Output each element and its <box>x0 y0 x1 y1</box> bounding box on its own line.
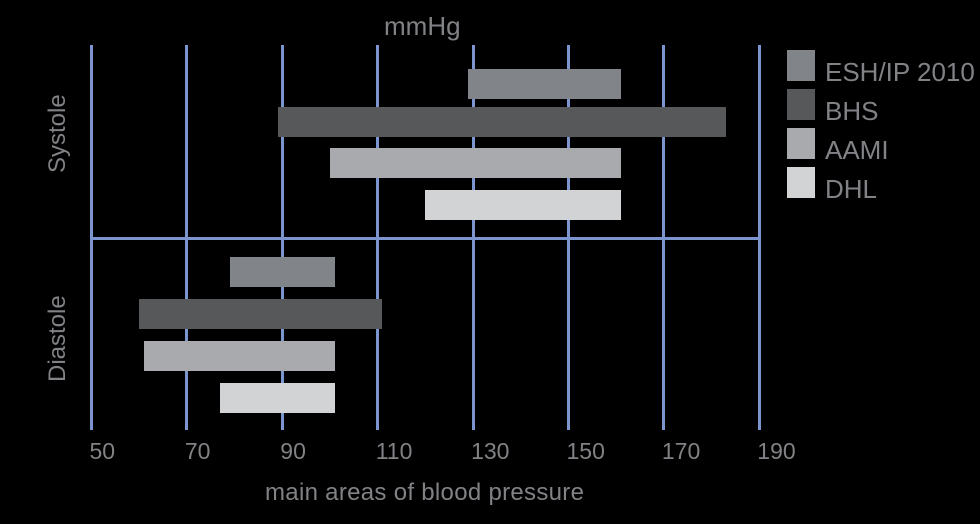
x-tick-label-130: 130 <box>471 438 510 464</box>
bar-systole-esh-ip-2010 <box>468 69 621 99</box>
group-divider-line <box>90 237 761 240</box>
bar-diastole-bhs <box>139 299 383 329</box>
legend-swatch-esh-ip-2010 <box>787 50 815 81</box>
legend-swatch-dhl <box>787 167 815 198</box>
legend-label-bhs: BHS <box>825 96 879 126</box>
group-label-diastole: Diastole <box>44 295 71 382</box>
bar-diastole-aami <box>143 341 335 371</box>
bar-diastole-dhl <box>220 383 335 413</box>
legend-label-dhl: DHL <box>825 174 878 204</box>
x-axis-title: main areas of blood pressure <box>265 479 585 506</box>
bar-systole-aami <box>330 148 621 178</box>
legend-swatch-aami <box>787 128 815 159</box>
x-tick-label-150: 150 <box>566 438 605 464</box>
legend-label-aami: AAMI <box>825 135 889 165</box>
x-tick-label-90: 90 <box>280 438 306 464</box>
chart-title: mmHg <box>384 11 461 41</box>
x-tick-label-170: 170 <box>661 438 701 464</box>
x-tick-label-110: 110 <box>375 438 413 464</box>
bar-systole-bhs <box>277 107 726 137</box>
bar-diastole-esh-ip-2010 <box>229 257 335 287</box>
legend-swatch-bhs <box>787 89 815 120</box>
group-label-systole: Systole <box>44 94 71 173</box>
x-tick-label-70: 70 <box>184 438 211 464</box>
bar-systole-dhl <box>425 190 621 220</box>
x-tick-label-50: 50 <box>89 438 116 464</box>
x-tick-label-190: 190 <box>757 438 796 464</box>
legend-label-esh-ip-2010: ESH/IP 2010 <box>825 57 975 87</box>
